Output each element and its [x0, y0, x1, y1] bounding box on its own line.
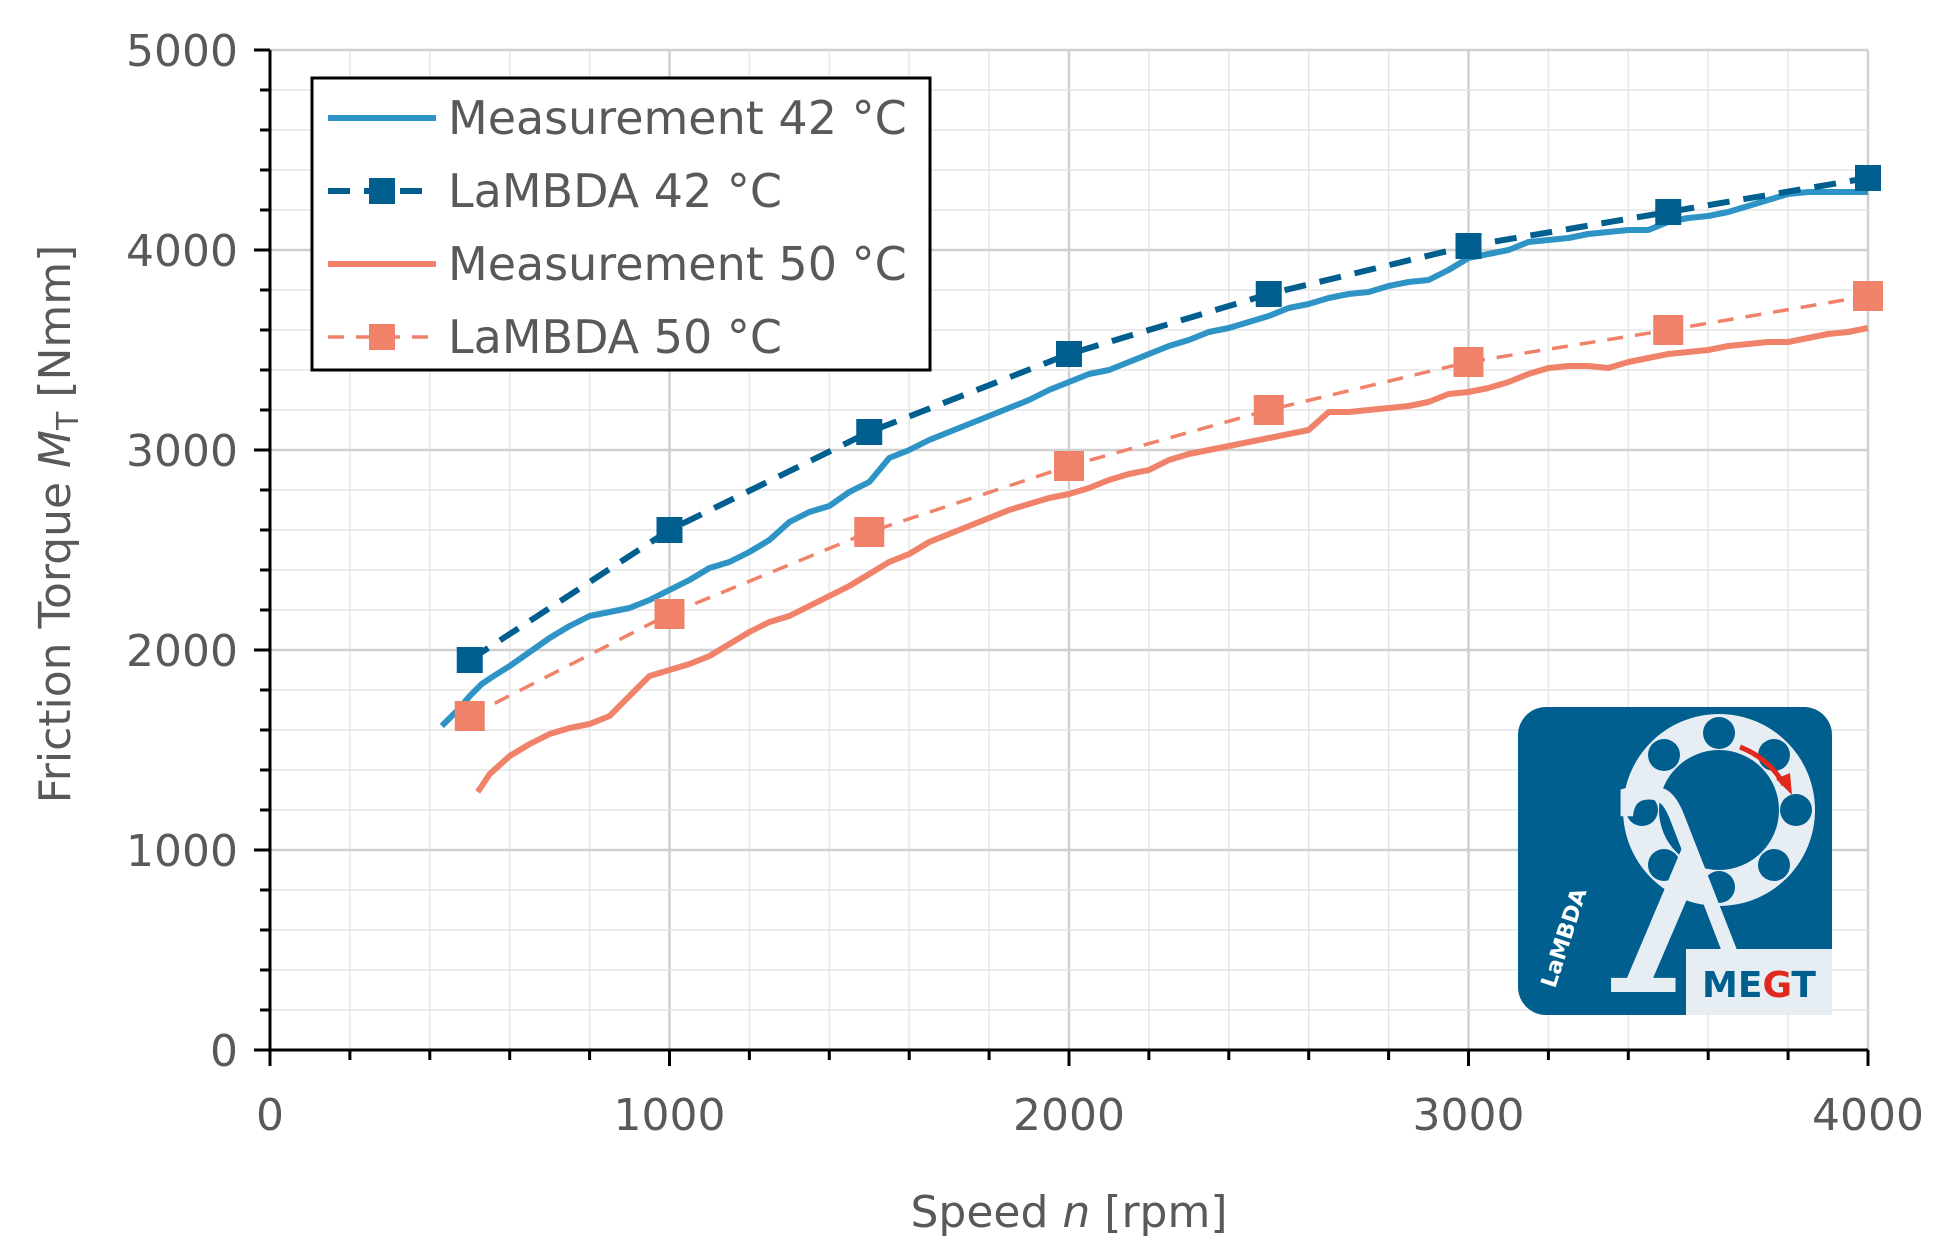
series-marker — [1853, 281, 1883, 311]
bearing-ball — [1626, 794, 1658, 826]
series-marker — [456, 647, 483, 673]
legend-entry: LaMBDA 42 °C — [328, 164, 782, 218]
y-tick-label: 2000 — [126, 626, 238, 677]
bearing-ball — [1758, 849, 1790, 881]
series-4 — [454, 281, 1883, 731]
bearing-ball — [1648, 849, 1680, 881]
x-tick-label: 3000 — [1413, 1090, 1525, 1141]
series-marker — [854, 517, 885, 547]
legend-label: LaMBDA 42 °C — [448, 164, 782, 218]
legend-box — [310, 76, 932, 372]
series-marker — [654, 599, 685, 629]
bearing-ball — [1780, 794, 1812, 826]
legend-marker — [369, 324, 395, 350]
legend-label: Measurement 50 °C — [448, 237, 907, 291]
x-tick-label: 0 — [256, 1090, 284, 1141]
series-marker — [454, 701, 485, 731]
bearing-ball — [1648, 739, 1680, 771]
legend-marker — [369, 178, 395, 204]
y-axis-title: Friction Torque MT [Nmm] — [30, 245, 86, 804]
series-line — [469, 294, 1869, 718]
legend-entry: Measurement 50 °C — [328, 237, 907, 291]
legend-label: Measurement 42 °C — [448, 91, 907, 145]
series-line — [475, 325, 1869, 794]
logo-org-text: MEGT — [1702, 965, 1816, 1006]
series-1 — [439, 189, 1868, 729]
x-tick-labels: 0 1000 2000 3000 4000 — [256, 1090, 1924, 1141]
y-tick-label: 4000 — [126, 226, 238, 277]
series-marker — [1054, 451, 1084, 481]
y-tick-label: 5000 — [126, 26, 238, 77]
bearing-icon — [1623, 714, 1815, 906]
legend-label: LaMBDA 50 °C — [448, 310, 782, 364]
bearing-inner-ring — [1659, 750, 1779, 870]
series-group — [439, 165, 1883, 794]
bearing-ball — [1703, 717, 1735, 749]
series-marker — [1453, 347, 1484, 377]
x-tick-label: 1000 — [614, 1090, 726, 1141]
y-tick-labels: 0 1000 2000 3000 4000 5000 — [126, 26, 238, 1077]
y-tick-label: 1000 — [126, 826, 238, 877]
x-tick-label: 4000 — [1812, 1090, 1924, 1141]
legend-entry: Measurement 42 °C — [328, 91, 907, 145]
series-line — [439, 189, 1868, 729]
series-marker — [856, 419, 883, 445]
bearing-ball — [1703, 871, 1735, 903]
x-tick-label: 2000 — [1013, 1090, 1125, 1141]
x-axis-title: Speed n [rpm] — [910, 1187, 1227, 1238]
axes — [254, 48, 1870, 1066]
rotation-arrowhead-icon — [1776, 773, 1792, 795]
series-marker — [1255, 281, 1282, 307]
lambda-megt-logo: λ LaMBDA MEGT — [1518, 707, 1832, 1056]
series-marker — [1655, 199, 1682, 225]
series-marker — [1653, 315, 1684, 345]
y-tick-label: 3000 — [126, 426, 238, 477]
series-marker — [656, 517, 683, 543]
logo-org-panel — [1686, 949, 1832, 1015]
series-marker — [1056, 341, 1082, 367]
series-2 — [456, 165, 1881, 673]
series-marker — [1455, 233, 1482, 259]
legend: Measurement 42 °C LaMBDA 42 °C Measurement… — [310, 76, 932, 372]
legend-entry: LaMBDA 50 °C — [328, 310, 782, 364]
y-tick-label: 0 — [210, 1026, 238, 1077]
series-3 — [475, 325, 1869, 794]
series-marker — [1855, 165, 1881, 191]
series-marker — [1253, 395, 1284, 425]
